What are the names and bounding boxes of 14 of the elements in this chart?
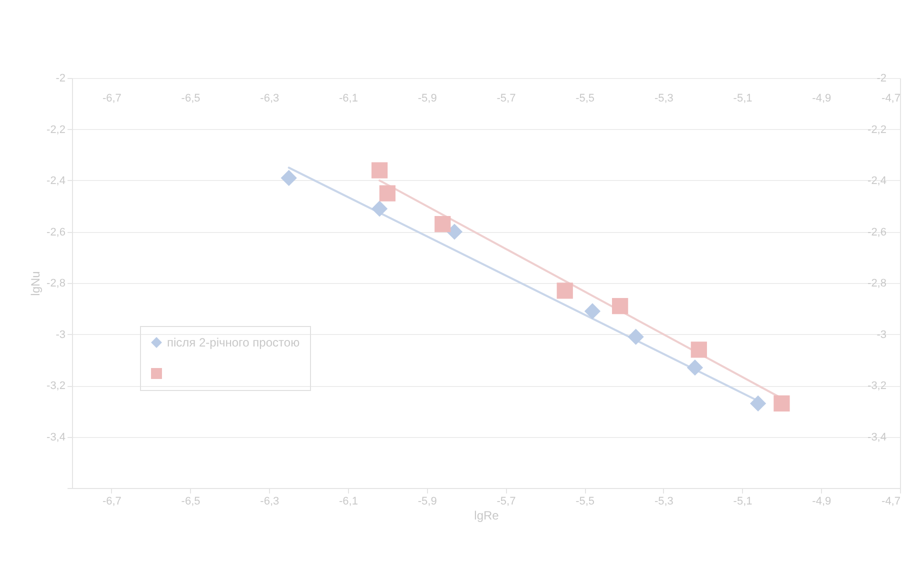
point — [612, 298, 628, 314]
point — [371, 200, 388, 217]
point — [371, 162, 388, 178]
point — [434, 216, 451, 232]
point — [690, 342, 707, 358]
point — [280, 170, 297, 186]
point — [379, 185, 396, 202]
point — [750, 395, 766, 412]
point — [584, 303, 601, 320]
point — [556, 282, 573, 299]
point — [628, 328, 644, 345]
point — [774, 395, 790, 412]
point — [446, 224, 463, 240]
point — [686, 360, 704, 376]
